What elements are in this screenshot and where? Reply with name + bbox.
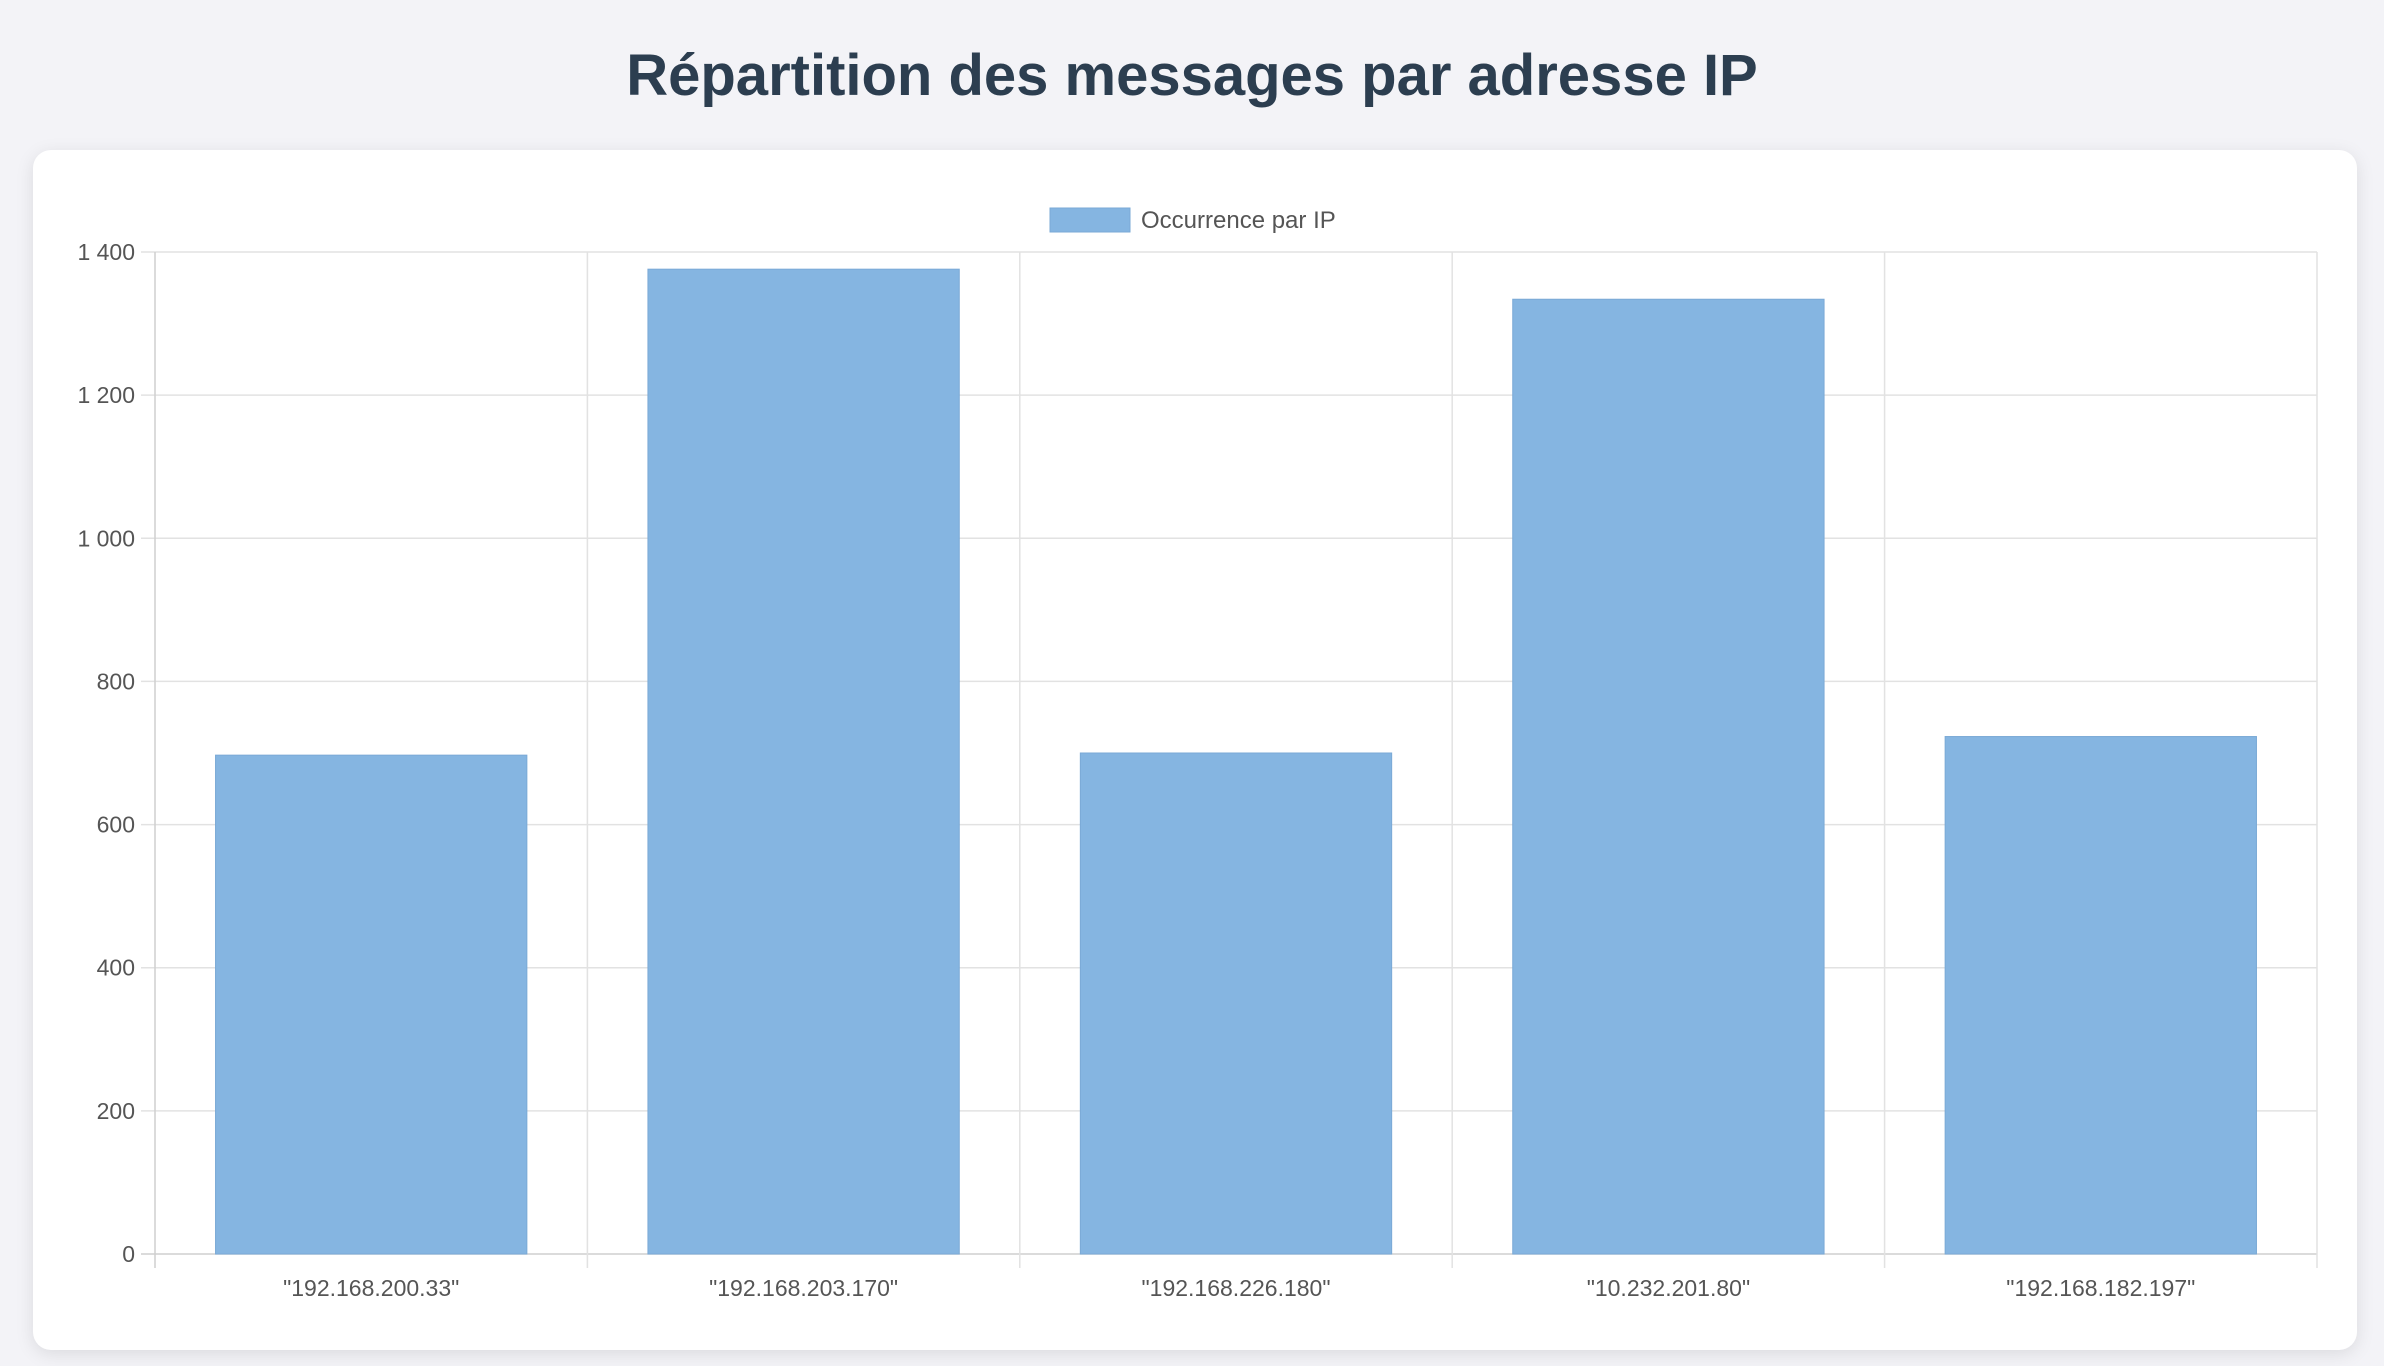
x-tick-label: "192.168.203.170" <box>709 1275 898 1301</box>
y-tick-label: 800 <box>97 668 135 694</box>
y-tick-label: 200 <box>97 1098 135 1124</box>
bar <box>1512 298 1825 1255</box>
y-tick-label: 1 400 <box>77 239 135 265</box>
page-title: Répartition des messages par adresse IP <box>626 43 1758 108</box>
bar <box>1944 736 2257 1255</box>
y-tick-label: 1 200 <box>77 382 135 408</box>
bar <box>1079 752 1393 1255</box>
x-tick-label: "10.232.201.80" <box>1587 1275 1750 1301</box>
x-tick-label: "192.168.200.33" <box>283 1275 459 1301</box>
y-axis-labels: 0 200 400 600 800 1 000 1 200 1 400 <box>77 239 135 1267</box>
bar-chart: Occurrence par IP 0 200 400 600 800 1 000 1 20… <box>77 207 2318 1301</box>
bar <box>215 754 528 1255</box>
y-tick-label: 400 <box>97 955 135 981</box>
legend-swatch <box>1049 207 1131 233</box>
legend-label: Occurrence par IP <box>1141 207 1336 234</box>
y-tick-label: 1 000 <box>77 525 135 551</box>
legend[interactable]: Occurrence par IP <box>1049 207 1336 234</box>
x-tick-label: "192.168.182.197" <box>2006 1275 2195 1301</box>
x-tick-label: "192.168.226.180" <box>1142 1275 1331 1301</box>
y-tick-label: 600 <box>97 812 135 838</box>
bar <box>647 268 960 1255</box>
x-axis-labels: "192.168.200.33" "192.168.203.170" "192.16… <box>283 1275 2195 1301</box>
y-tick-label: 0 <box>122 1241 135 1267</box>
bars <box>215 268 2257 1255</box>
chart-card: Occurrence par IP 0 200 400 600 800 1 000 1 20… <box>33 150 2357 1350</box>
